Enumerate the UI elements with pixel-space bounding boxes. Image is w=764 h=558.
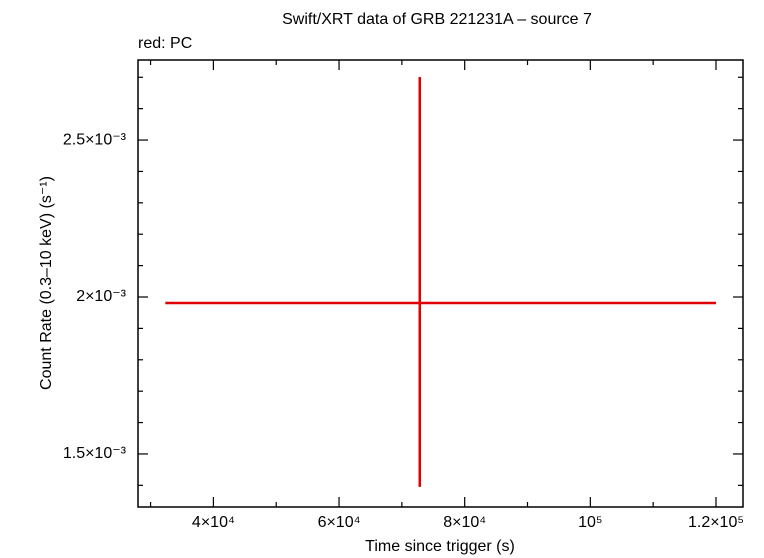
x-tick-label: 1.2×10⁵ bbox=[688, 514, 744, 531]
y-tick-label: 1.5×10⁻³ bbox=[63, 445, 127, 462]
x-tick-label: 6×10⁴ bbox=[318, 514, 361, 531]
x-tick-label: 8×10⁴ bbox=[443, 514, 486, 531]
chart-title: Swift/XRT data of GRB 221231A – source 7 bbox=[282, 11, 592, 28]
y-axis-label: Count Rate (0.3–10 keV) (s⁻¹) bbox=[38, 176, 55, 390]
y-tick-label: 2.5×10⁻³ bbox=[63, 131, 127, 148]
x-tick-label: 10⁵ bbox=[578, 514, 602, 531]
x-tick-label: 4×10⁴ bbox=[192, 514, 235, 531]
y-tick-label: 2×10⁻³ bbox=[76, 288, 126, 305]
x-axis-label: Time since trigger (s) bbox=[365, 538, 515, 555]
chart-subtitle: red: PC bbox=[138, 35, 192, 52]
plot-frame bbox=[137, 59, 744, 508]
